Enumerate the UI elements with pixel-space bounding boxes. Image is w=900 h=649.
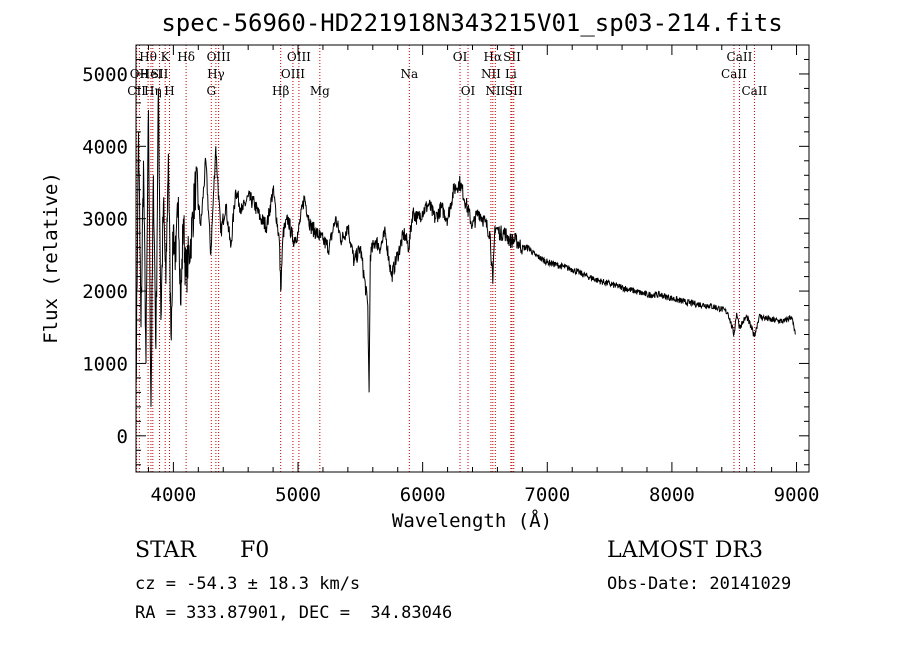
spectral-line-label: Hη	[144, 84, 162, 98]
y-axis-label: Flux (relative)	[40, 172, 62, 344]
x-tick-label: 7000	[524, 484, 570, 506]
spectral-line-label: Hγ	[207, 67, 225, 81]
spectral-line-label: NII	[481, 67, 501, 81]
spectral-line-label: CII	[127, 84, 146, 98]
spectral-line-label: OIII	[207, 50, 231, 64]
plot-frame	[135, 44, 810, 473]
spectral-line-label: OI	[453, 50, 468, 64]
spectral-line-label: Hθ	[139, 50, 157, 64]
y-axis: 0 1000 2000 3000 4000 5000	[82, 44, 809, 466]
y-tick-label: 0	[117, 426, 128, 448]
spectral-line-label: Hα	[484, 50, 503, 64]
y-tick-label: 3000	[82, 209, 128, 231]
y-tick-label: 5000	[82, 64, 128, 86]
spectral-line-label: G	[206, 84, 216, 98]
survey-name: LAMOST DR3	[607, 538, 763, 563]
spectral-line-label: Na	[400, 67, 418, 81]
spectral-line-label: HeI	[140, 67, 163, 81]
spectral-line-label: Hδ	[177, 50, 195, 64]
spectral-line-label: OIII	[287, 50, 311, 64]
y-tick-label: 1000	[82, 353, 128, 375]
x-axis: 4000 5000 6000 7000 8000 9000	[147, 45, 820, 506]
x-tick-label: 4000	[151, 484, 197, 506]
flux-series	[135, 88, 796, 407]
spectral-line-label: Mg	[310, 84, 330, 98]
x-tick-label: 8000	[649, 484, 695, 506]
chart-title: spec-56960-HD221918N343215V01_sp03-214.f…	[161, 9, 782, 37]
spectral-line-label: SII	[151, 67, 169, 81]
spectral-line-label: SII	[503, 50, 521, 64]
spectral-line-label: CaII	[721, 67, 747, 81]
x-tick-label: 5000	[275, 484, 321, 506]
spectral-line-label: OI	[461, 84, 476, 98]
observation-date: Obs-Date: 20141029	[607, 574, 792, 594]
spectral-line-label: Li	[505, 67, 517, 81]
object-subclass: F0	[240, 538, 270, 563]
spectral-line-label: OIII	[281, 67, 305, 81]
y-tick-label: 4000	[82, 136, 128, 158]
x-tick-label: 6000	[400, 484, 446, 506]
y-tick-label: 2000	[82, 281, 128, 303]
object-class: STAR	[135, 538, 196, 563]
x-tick-label: 9000	[774, 484, 820, 506]
flux-line	[135, 88, 796, 407]
spectral-line-label: H	[164, 84, 174, 98]
x-axis-label: Wavelength (Å)	[392, 509, 552, 532]
ra-dec: RA = 333.87901, DEC = 34.83046	[135, 603, 453, 623]
spectral-line-label: K	[161, 50, 171, 64]
spectral-line-label: CaII	[741, 84, 767, 98]
spectral-line-label: Hβ	[272, 84, 289, 98]
redshift-cz: cz = -54.3 ± 18.3 km/s	[135, 574, 361, 594]
spectral-line-label: CaII	[727, 50, 753, 64]
spectral-line-label: SII	[505, 84, 523, 98]
spectral-line-label: NII	[485, 84, 505, 98]
